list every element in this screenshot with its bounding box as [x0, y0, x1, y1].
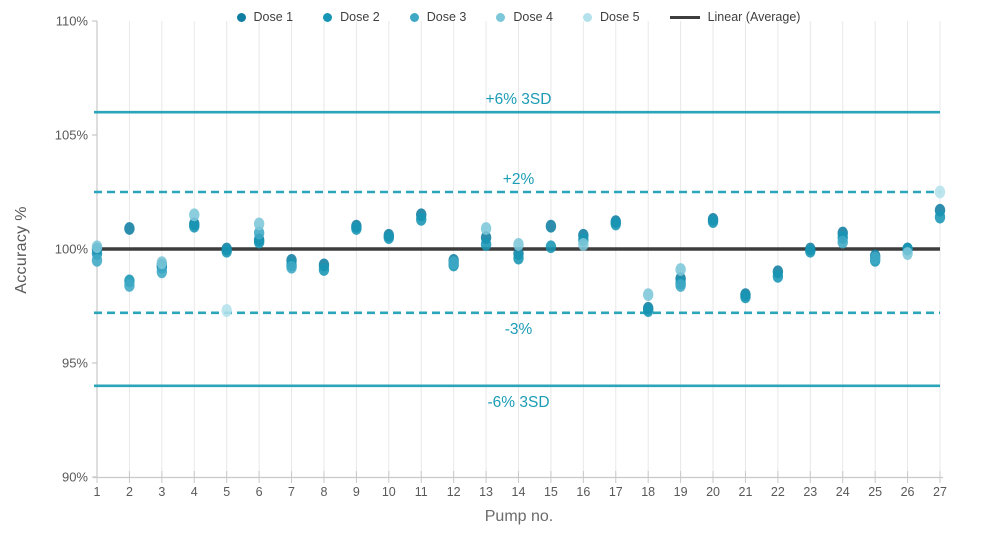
x-tick-label: 16 — [576, 485, 590, 499]
data-point — [772, 269, 784, 283]
y-tick-label: 100% — [55, 242, 89, 257]
data-point — [642, 304, 654, 317]
data-point — [416, 212, 427, 226]
x-tick-label: 17 — [609, 485, 623, 499]
x-tick-label: 27 — [933, 485, 947, 499]
data-point — [740, 290, 751, 304]
reference-line-label: +2% — [503, 171, 535, 188]
data-point — [902, 247, 913, 260]
legend-item-dose-1: Dose 1 — [236, 10, 294, 24]
x-tick-label: 5 — [223, 485, 230, 499]
data-point — [91, 254, 103, 267]
x-tick-label: 7 — [288, 485, 295, 499]
legend-item-dose-5: Dose 5 — [582, 10, 640, 24]
y-axis-title: Accuracy % — [13, 206, 30, 294]
x-tick-label: 13 — [479, 485, 493, 499]
data-point — [610, 217, 621, 231]
x-tick-label: 19 — [674, 485, 688, 499]
data-point — [545, 219, 557, 233]
legend-dot-icon — [236, 12, 246, 22]
data-point — [383, 231, 395, 245]
data-point — [124, 279, 135, 292]
x-tick-label: 2 — [126, 485, 133, 499]
chart-legend: Dose 1 Dose 2 Dose 3 Dose 4 Dose 5 Linear (Av… — [97, 10, 940, 24]
x-tick-label: 14 — [512, 485, 526, 499]
reference-line-label: -3% — [505, 321, 533, 338]
data-point — [221, 304, 232, 317]
data-point — [513, 238, 524, 251]
x-tick-label: 21 — [739, 485, 753, 499]
data-point — [124, 222, 135, 235]
x-tick-label: 9 — [353, 485, 360, 499]
y-tick-label: 90% — [62, 470, 88, 485]
legend-item-dose-4: Dose 4 — [496, 10, 553, 24]
data-point — [805, 244, 816, 258]
legend-dot-icon — [409, 12, 419, 22]
x-axis-title: Pump no. — [484, 508, 554, 525]
data-point — [545, 240, 557, 254]
x-tick-label: 15 — [544, 485, 558, 499]
legend-item-dose-2: Dose 2 — [323, 10, 380, 24]
x-tick-label: 3 — [158, 485, 165, 499]
x-tick-label: 23 — [803, 485, 817, 499]
data-point — [513, 251, 524, 265]
data-point — [675, 279, 686, 292]
x-tick-label: 6 — [256, 485, 263, 499]
data-point — [707, 215, 719, 229]
reference-line-label: +6% 3SD — [486, 91, 552, 108]
legend-line-icon — [669, 15, 700, 19]
x-tick-label: 11 — [415, 485, 428, 499]
x-tick-label: 24 — [836, 485, 850, 499]
data-point — [934, 185, 946, 199]
x-tick-label: 12 — [447, 485, 461, 499]
x-tick-label: 4 — [191, 485, 198, 499]
y-tick-label: 105% — [55, 128, 89, 143]
data-point — [837, 235, 848, 249]
data-point — [675, 263, 686, 276]
data-point — [480, 222, 492, 235]
legend-label: Dose 5 — [599, 10, 640, 24]
legend-label: Dose 3 — [426, 10, 467, 24]
x-tick-label: 22 — [771, 485, 785, 499]
data-point — [253, 226, 265, 240]
x-tick-label: 18 — [641, 485, 655, 499]
reference-line-label: -6% 3SD — [487, 394, 549, 411]
data-point — [156, 265, 168, 279]
data-point — [253, 217, 265, 231]
legend-dot-icon — [323, 12, 333, 22]
data-point — [189, 219, 200, 233]
legend-label: Linear (Average) — [707, 10, 801, 24]
legend-label: Dose 1 — [253, 10, 294, 24]
data-point — [286, 260, 297, 274]
x-tick-label: 20 — [706, 485, 720, 499]
data-point — [480, 238, 492, 251]
data-point — [934, 210, 946, 224]
y-tick-label: 95% — [62, 356, 88, 371]
data-point — [253, 235, 265, 249]
x-tick-label: 26 — [901, 485, 915, 499]
data-point — [91, 240, 103, 254]
legend-label: Dose 2 — [340, 10, 380, 24]
y-tick-label: 110% — [56, 14, 89, 29]
legend-item-dose-3: Dose 3 — [409, 10, 467, 24]
legend-dot-icon — [582, 12, 592, 22]
x-tick-label: 25 — [868, 485, 882, 499]
legend-label: Dose 4 — [513, 10, 553, 24]
data-point — [221, 244, 232, 258]
data-point — [156, 256, 168, 270]
data-point — [189, 208, 200, 222]
data-point — [642, 288, 654, 301]
x-tick-label: 1 — [94, 485, 101, 499]
data-point — [318, 263, 330, 276]
data-point — [578, 238, 589, 251]
data-point — [351, 222, 362, 235]
x-tick-label: 10 — [382, 485, 396, 499]
data-point — [869, 251, 881, 265]
legend-dot-icon — [496, 12, 506, 22]
data-point — [448, 256, 459, 270]
legend-item-linear-average-: Linear (Average) — [669, 10, 801, 24]
x-tick-label: 8 — [320, 485, 327, 499]
